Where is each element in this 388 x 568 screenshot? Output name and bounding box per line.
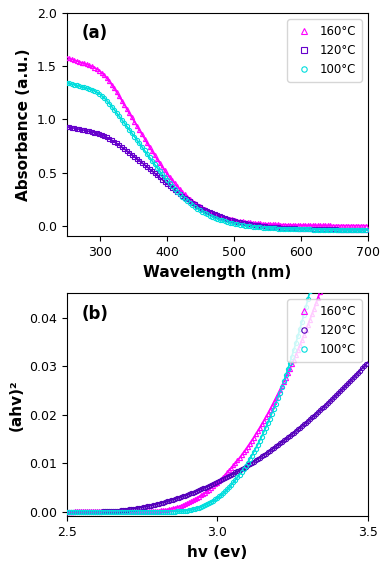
Line: 160°C: 160°C — [64, 56, 368, 228]
160°C — [145, 139, 149, 146]
160°C — [353, 222, 358, 229]
Line: 100°C: 100°C — [64, 0, 368, 513]
160°C — [233, 460, 238, 466]
Y-axis label: (ahv)²: (ahv)² — [8, 379, 23, 431]
Line: 160°C: 160°C — [64, 137, 368, 513]
100°C — [271, 405, 276, 412]
100°C — [221, 490, 226, 496]
Line: 120°C: 120°C — [64, 124, 368, 232]
Line: 100°C: 100°C — [64, 81, 368, 232]
160°C — [127, 110, 132, 116]
120°C — [127, 149, 132, 156]
100°C — [270, 225, 275, 232]
120°C — [183, 492, 187, 499]
120°C — [233, 469, 238, 476]
Legend: 160°C, 120°C, 100°C: 160°C, 120°C, 100°C — [288, 19, 362, 82]
Text: (b): (b) — [81, 304, 109, 323]
120°C — [64, 123, 69, 130]
160°C — [221, 473, 226, 480]
120°C — [221, 475, 226, 482]
160°C — [300, 222, 305, 228]
Legend: 160°C, 120°C, 100°C: 160°C, 120°C, 100°C — [288, 299, 362, 362]
120°C — [230, 217, 235, 224]
100°C — [163, 508, 168, 515]
160°C — [230, 216, 235, 223]
160°C — [312, 306, 316, 312]
120°C — [163, 499, 168, 506]
160°C — [363, 222, 368, 229]
120°C — [145, 164, 149, 170]
100°C — [233, 477, 238, 483]
100°C — [64, 508, 69, 515]
120°C — [270, 224, 275, 231]
100°C — [183, 507, 187, 514]
120°C — [353, 226, 358, 233]
120°C — [363, 226, 368, 233]
X-axis label: Wavelength (nm): Wavelength (nm) — [143, 265, 291, 279]
120°C — [64, 508, 69, 515]
100°C — [353, 227, 358, 233]
100°C — [300, 226, 305, 233]
160°C — [183, 501, 187, 508]
160°C — [163, 507, 168, 513]
Line: 120°C: 120°C — [64, 362, 368, 513]
Text: (a): (a) — [81, 24, 108, 43]
160°C — [271, 399, 276, 406]
120°C — [300, 225, 305, 232]
160°C — [364, 136, 369, 143]
100°C — [363, 227, 368, 233]
100°C — [127, 127, 132, 133]
160°C — [270, 221, 275, 228]
100°C — [145, 151, 149, 157]
120°C — [312, 412, 316, 419]
100°C — [230, 220, 235, 227]
100°C — [64, 79, 69, 86]
160°C — [64, 508, 69, 515]
120°C — [364, 361, 369, 367]
120°C — [271, 445, 276, 452]
X-axis label: hv (ev): hv (ev) — [187, 545, 247, 559]
100°C — [312, 272, 316, 278]
Y-axis label: Absorbance (a.u.): Absorbance (a.u.) — [16, 48, 31, 201]
160°C — [64, 55, 69, 61]
